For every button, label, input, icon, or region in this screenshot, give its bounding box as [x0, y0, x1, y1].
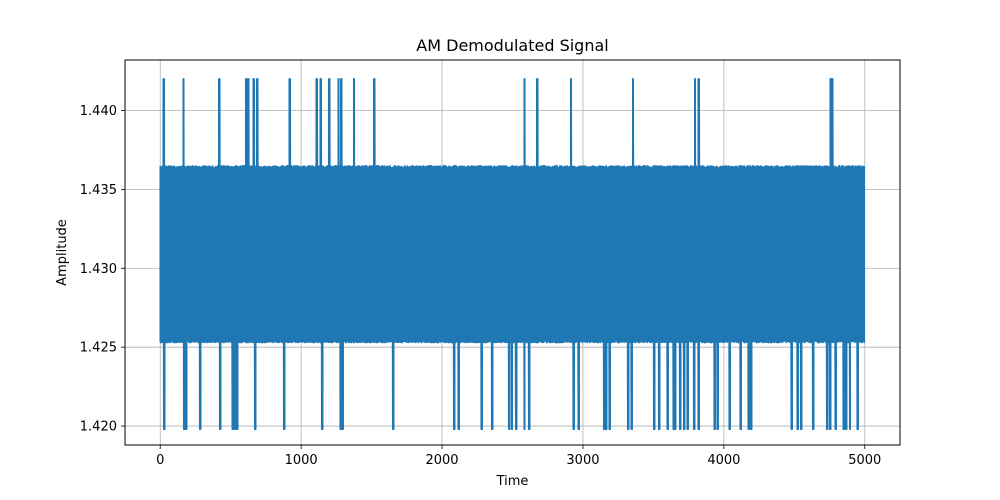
x-tick-label: 5000 [848, 453, 881, 468]
chart-title: AM Demodulated Signal [416, 36, 608, 55]
x-tick-label: 0 [156, 453, 164, 468]
y-tick-label: 1.425 [80, 341, 117, 356]
y-axis-label: Amplitude [55, 219, 70, 286]
x-tick-label: 4000 [707, 453, 740, 468]
series-layer [159, 78, 865, 430]
x-tick-label: 1000 [285, 453, 318, 468]
y-tick-label: 1.430 [80, 262, 117, 277]
x-tick-label: 3000 [566, 453, 599, 468]
axes-frame [124, 59, 901, 446]
tick-layer: 0 1000 2000 3000 4000 5000 1.420 1.425 1.430 1.43… [80, 104, 882, 468]
x-tick-label: 2000 [425, 453, 458, 468]
y-tick-label: 1.420 [80, 420, 117, 435]
signal-line [159, 78, 865, 430]
x-axis-label: Time [496, 474, 529, 489]
y-tick-label: 1.435 [80, 183, 117, 198]
y-tick-label: 1.440 [80, 104, 117, 119]
